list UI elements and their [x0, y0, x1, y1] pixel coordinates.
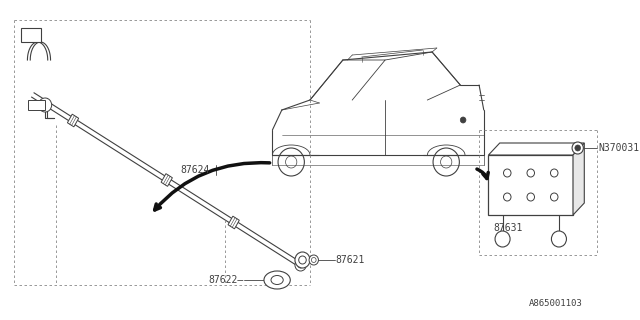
Ellipse shape	[264, 271, 291, 289]
Text: 87622—: 87622—	[209, 275, 244, 285]
Polygon shape	[488, 143, 584, 155]
Circle shape	[550, 193, 558, 201]
Circle shape	[312, 258, 316, 262]
Ellipse shape	[271, 276, 284, 284]
Polygon shape	[573, 143, 584, 215]
Circle shape	[504, 193, 511, 201]
Circle shape	[527, 169, 534, 177]
Circle shape	[298, 262, 303, 268]
Circle shape	[295, 252, 310, 268]
Polygon shape	[161, 174, 172, 186]
Circle shape	[552, 231, 566, 247]
Polygon shape	[67, 114, 79, 127]
Circle shape	[299, 256, 306, 264]
Text: A865001103: A865001103	[529, 299, 582, 308]
Bar	[488, 155, 573, 215]
Circle shape	[572, 142, 583, 154]
Circle shape	[550, 169, 558, 177]
Circle shape	[527, 193, 534, 201]
Bar	[20, 28, 42, 42]
Bar	[28, 100, 45, 110]
Text: 87624: 87624	[180, 165, 210, 175]
Circle shape	[504, 169, 511, 177]
Text: 87631: 87631	[493, 223, 522, 233]
Polygon shape	[228, 216, 239, 229]
Circle shape	[309, 255, 319, 265]
Circle shape	[495, 231, 510, 247]
Circle shape	[575, 145, 580, 151]
Circle shape	[38, 98, 52, 112]
Text: 87621: 87621	[335, 255, 365, 265]
Circle shape	[460, 117, 466, 123]
Text: N370031: N370031	[598, 143, 639, 153]
Circle shape	[295, 259, 306, 271]
